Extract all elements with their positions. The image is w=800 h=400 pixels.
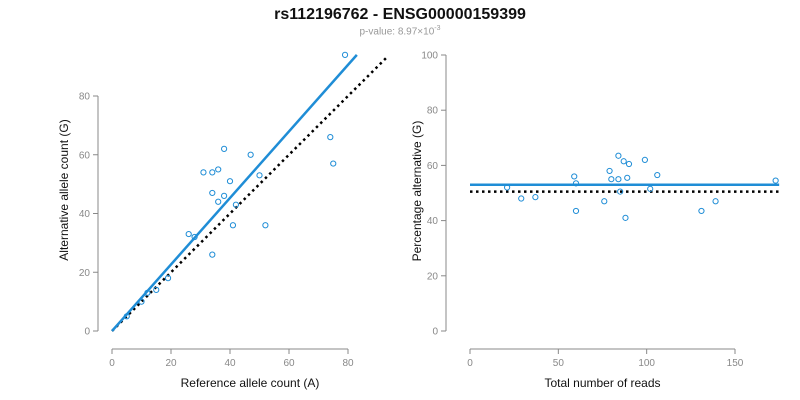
- y-axis-title: Alternative allele count (G): [57, 119, 71, 260]
- data-point: [209, 169, 216, 176]
- data-point: [209, 189, 216, 197]
- data-point: [215, 166, 222, 173]
- data-point: [624, 174, 631, 181]
- x-tick-label: 20: [165, 358, 177, 369]
- data-point: [138, 298, 145, 305]
- y-tick-label: 80: [79, 92, 91, 103]
- y-tick-label: 20: [427, 271, 439, 282]
- data-point: [615, 176, 622, 183]
- x-tick-label: 80: [342, 358, 354, 369]
- fit-line: [111, 54, 358, 332]
- x-tick-label: 0: [109, 358, 115, 369]
- x-axis-title: Reference allele count (A): [181, 376, 320, 390]
- data-point: [608, 176, 615, 183]
- percentage-panel: 0 50 100 150 0 20 40 60 80 100 Total number of rea…: [410, 51, 780, 390]
- data-point: [341, 51, 349, 58]
- data-point: [153, 286, 160, 293]
- y-tick-label: 40: [427, 216, 439, 227]
- data-point: [572, 207, 580, 215]
- data-point: [532, 194, 539, 201]
- y-tick-label: 40: [79, 209, 91, 220]
- data-point: [215, 198, 222, 205]
- data-point: [617, 188, 624, 195]
- y-tick-label: 80: [427, 106, 439, 117]
- y-axis-title: Percentage alternative (G): [410, 121, 424, 262]
- data-point: [221, 145, 228, 152]
- data-point: [698, 207, 705, 215]
- data-point: [256, 172, 263, 179]
- y-tick-label: 60: [427, 161, 439, 172]
- x-tick-label: 50: [553, 358, 565, 369]
- data-point: [247, 151, 254, 158]
- data-point: [144, 289, 151, 296]
- data-point: [123, 313, 130, 320]
- data-point: [606, 167, 613, 175]
- allele-count-panel: 0 20 40 60 80 0 20 40 60 80 Reference allele count…: [57, 51, 388, 390]
- y-tick-label: 20: [79, 268, 91, 279]
- data-point: [641, 156, 649, 163]
- pvalue-text: p-value: 8.97×10: [359, 26, 435, 38]
- x-tick-label: 0: [467, 358, 473, 369]
- data-point: [647, 185, 654, 192]
- y-tick-label: 0: [84, 327, 90, 338]
- data-point: [330, 160, 337, 167]
- reference-line: [111, 56, 388, 332]
- data-point: [518, 195, 525, 202]
- data-point: [185, 230, 192, 238]
- y-tick-label: 100: [421, 51, 438, 62]
- data-point: [615, 152, 622, 159]
- data-point: [200, 169, 207, 176]
- x-tick-label: 60: [283, 358, 295, 369]
- data-point: [654, 171, 661, 179]
- pvalue-subtitle: p-value: 8.97×10-3: [0, 25, 800, 37]
- data-point: [712, 198, 719, 205]
- data-point: [209, 251, 216, 258]
- data-point: [571, 173, 578, 180]
- data-point: [191, 233, 198, 241]
- data-point: [625, 160, 633, 168]
- data-point: [622, 214, 629, 221]
- data-point: [620, 158, 627, 165]
- data-point: [164, 275, 172, 282]
- x-tick-label: 100: [638, 358, 655, 369]
- y-tick-label: 60: [79, 150, 91, 161]
- data-point: [572, 180, 580, 187]
- data-point: [226, 178, 234, 185]
- pvalue-exponent: -3: [434, 25, 441, 32]
- y-tick-label: 0: [432, 327, 438, 338]
- data-point: [229, 222, 237, 229]
- x-tick-label: 150: [727, 358, 744, 369]
- data-point: [221, 192, 228, 199]
- x-axis-title: Total number of reads: [544, 376, 660, 390]
- data-point: [232, 201, 239, 208]
- data-point: [327, 134, 334, 141]
- chart-title: rs112196762 - ENSG00000159399: [274, 6, 526, 23]
- data-point: [504, 184, 511, 191]
- x-tick-label: 40: [224, 358, 236, 369]
- data-point: [262, 222, 269, 229]
- data-point: [601, 198, 608, 205]
- data-point: [772, 177, 779, 184]
